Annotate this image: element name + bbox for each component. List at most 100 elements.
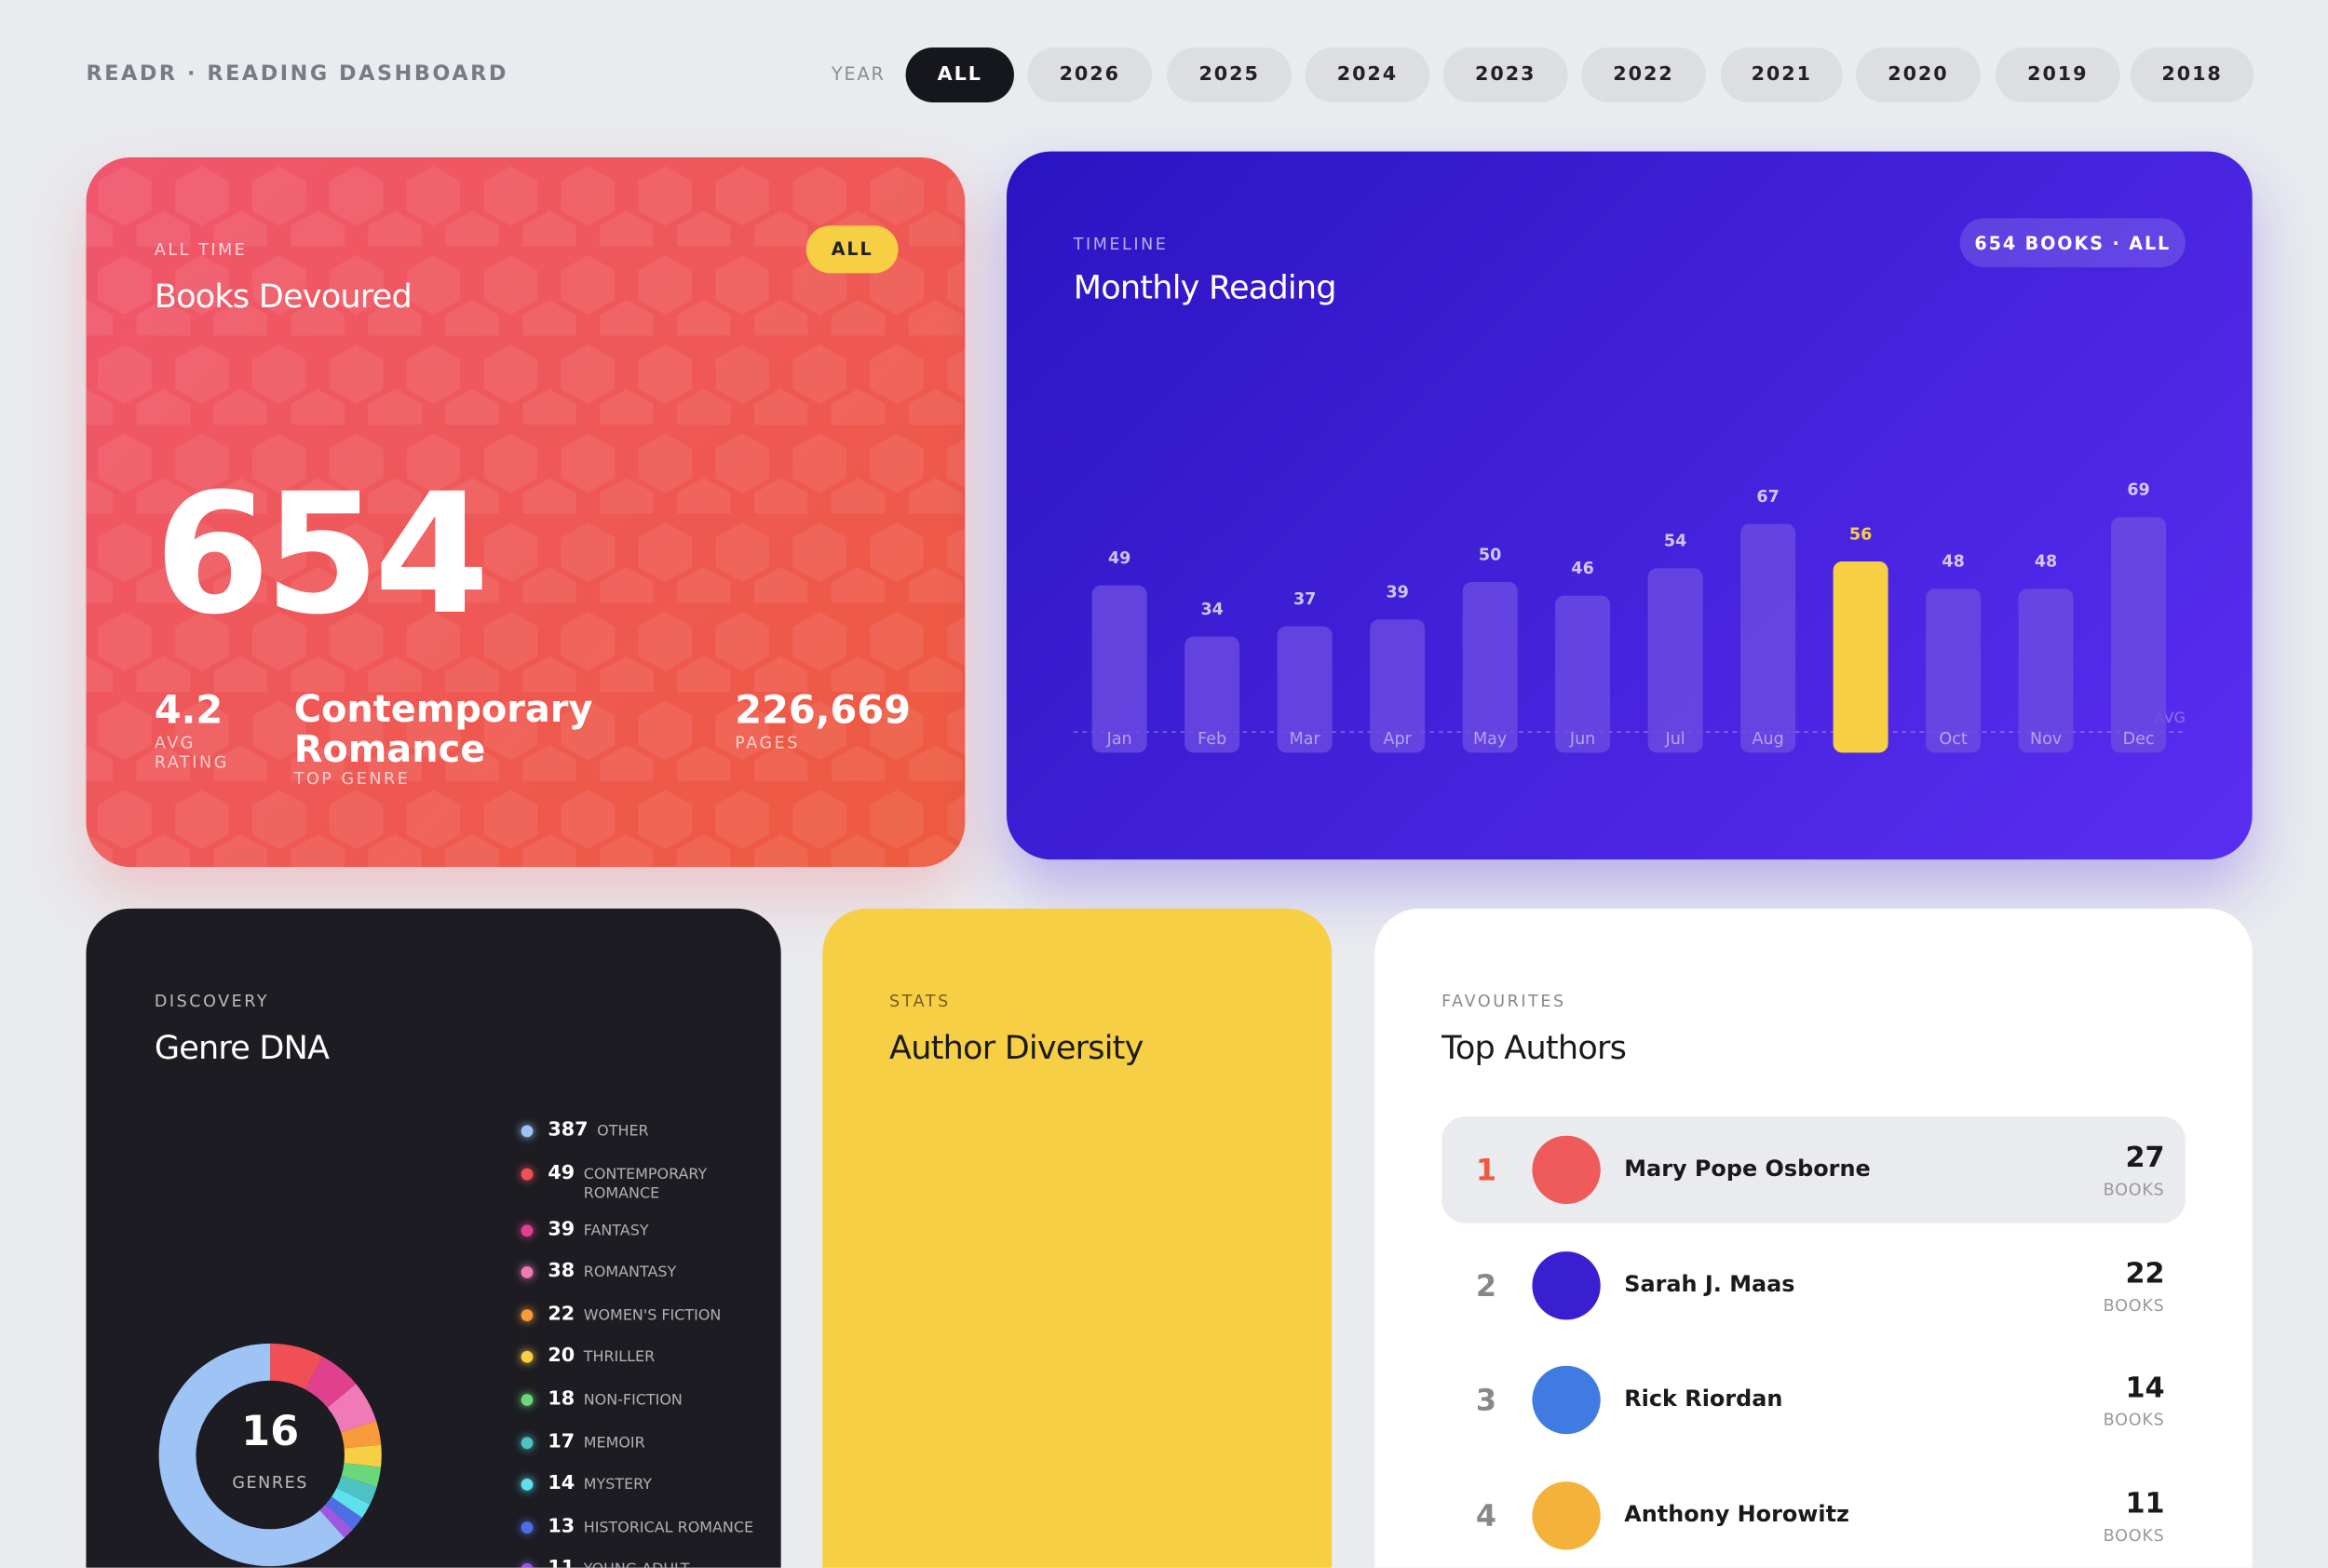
x-tick-label: May bbox=[1473, 730, 1507, 749]
card-title: Genre DNA bbox=[154, 1030, 330, 1068]
bar bbox=[1926, 588, 1982, 753]
value-label: 56 bbox=[1849, 525, 1872, 544]
legend-value: 11 bbox=[548, 1558, 575, 1568]
stat-value: Contemporary Romance bbox=[293, 687, 593, 771]
legend-label: NON-FICTION bbox=[583, 1392, 683, 1410]
year-pill[interactable]: 2025 bbox=[1167, 47, 1293, 103]
rank: 3 bbox=[1475, 1382, 1497, 1418]
legend-item: 14 MYSTERY bbox=[521, 1473, 781, 1495]
stat: Contemporary Romance TOP GENRE bbox=[294, 689, 636, 789]
author-name: Sarah J. Maas bbox=[1624, 1269, 1795, 1297]
legend-dot bbox=[521, 1266, 534, 1279]
avatar bbox=[1532, 1250, 1601, 1319]
stat: 226,669 PAGES bbox=[735, 689, 911, 753]
badge: ALL bbox=[805, 225, 899, 274]
count-unit: BOOKS bbox=[2103, 1180, 2165, 1200]
legend-label: YOUNG ADULT bbox=[584, 1561, 781, 1568]
legend-dot bbox=[521, 1436, 534, 1449]
value-label: 46 bbox=[1571, 560, 1593, 578]
bar-chart: AVG 49Jan34Feb37Mar39Apr50May46Jun54Jul6… bbox=[1073, 481, 2186, 753]
year-label: YEAR bbox=[831, 63, 886, 85]
year-pill[interactable]: 2018 bbox=[2130, 47, 2254, 103]
legend-dot bbox=[521, 1521, 534, 1534]
year-pill[interactable]: 2020 bbox=[1855, 47, 1981, 103]
value-label: 54 bbox=[1664, 533, 1686, 551]
legend-value: 18 bbox=[548, 1387, 575, 1411]
x-tick-label: Jun bbox=[1569, 730, 1595, 749]
bar bbox=[1091, 585, 1147, 753]
donut-segment bbox=[269, 1343, 323, 1390]
year-pill[interactable]: 2024 bbox=[1305, 47, 1430, 103]
stat-label: AVG RATING bbox=[154, 733, 229, 773]
legend-value: 22 bbox=[548, 1303, 575, 1326]
legend-dot bbox=[521, 1351, 534, 1364]
value-label: 69 bbox=[2127, 481, 2149, 500]
legend-dot bbox=[521, 1168, 534, 1180]
book-count: 11 bbox=[2125, 1486, 2165, 1520]
eyebrow: TIMELINE bbox=[1073, 234, 1169, 254]
avatar bbox=[1532, 1480, 1601, 1549]
stat-label: TOP GENRE bbox=[293, 768, 411, 789]
legend-value: 14 bbox=[548, 1472, 575, 1495]
eyebrow: FAVOURITES bbox=[1441, 992, 1566, 1011]
legend-item: 17 MEMOIR bbox=[521, 1430, 781, 1453]
stat-label: PAGES bbox=[735, 733, 800, 753]
x-tick-label: Dec bbox=[2123, 730, 2155, 749]
legend-item: 38 ROMANTASY bbox=[521, 1261, 781, 1283]
legend-label: HISTORICAL ROMANCE bbox=[583, 1520, 754, 1536]
legend-item: 18 NON-FICTION bbox=[521, 1388, 781, 1411]
eyebrow: DISCOVERY bbox=[154, 992, 270, 1011]
avatar bbox=[1532, 1365, 1601, 1435]
legend-label: OTHER bbox=[597, 1123, 649, 1141]
year-pill[interactable]: 2022 bbox=[1581, 47, 1706, 103]
rank: 1 bbox=[1475, 1152, 1497, 1188]
legend-dot bbox=[521, 1563, 534, 1568]
center-value: 16 bbox=[241, 1407, 299, 1455]
legend-item: 20 THRILLER bbox=[521, 1345, 781, 1368]
year-pill[interactable]: 2026 bbox=[1027, 47, 1153, 103]
legend-item: 22 WOMEN'S FICTION bbox=[521, 1303, 781, 1326]
donut-segment bbox=[331, 1487, 371, 1519]
hex-pattern bbox=[86, 157, 966, 868]
year-pill[interactable]: 2019 bbox=[1995, 47, 2120, 103]
bar bbox=[1462, 582, 1518, 753]
legend-item: 49 CONTEMPORARY ROMANCE bbox=[521, 1162, 733, 1204]
value-label: 34 bbox=[1200, 601, 1223, 619]
legend-label: ROMANTASY bbox=[583, 1264, 677, 1282]
x-tick-label: Feb bbox=[1198, 730, 1226, 749]
legend-dot bbox=[521, 1479, 534, 1492]
x-tick-label: Apr bbox=[1383, 730, 1412, 749]
legend-label: WOMEN'S FICTION bbox=[583, 1307, 722, 1324]
value-label: 67 bbox=[1756, 488, 1779, 507]
bar bbox=[1647, 568, 1703, 753]
legend-item: 11 YOUNG ADULT bbox=[521, 1558, 781, 1568]
card-title: Top Authors bbox=[1441, 1030, 1627, 1068]
stats-card: STATS Author Diversity bbox=[822, 908, 1333, 1568]
year-pill[interactable]: ALL bbox=[905, 47, 1014, 103]
donut-segment bbox=[341, 1462, 382, 1487]
value-label: 50 bbox=[1479, 546, 1501, 564]
legend-dot bbox=[521, 1223, 534, 1237]
bar bbox=[1833, 561, 1888, 753]
x-tick-label: Jul bbox=[1665, 730, 1685, 749]
donut-segment bbox=[158, 1343, 345, 1567]
book-count: 22 bbox=[2125, 1256, 2165, 1290]
total: 654 bbox=[154, 458, 490, 652]
author-name: Mary Pope Osborne bbox=[1624, 1155, 1871, 1183]
legend-label: FANTASY bbox=[583, 1223, 649, 1239]
card-title: Monthly Reading bbox=[1073, 270, 1337, 308]
card-title: Author Diversity bbox=[889, 1030, 1144, 1068]
donut-segment bbox=[344, 1444, 382, 1467]
count-unit: BOOKS bbox=[2103, 1525, 2165, 1545]
year-pill[interactable]: 2023 bbox=[1442, 47, 1568, 103]
book-count: 27 bbox=[2125, 1142, 2165, 1175]
donut-chart: 16 GENRES bbox=[158, 1343, 382, 1567]
x-tick-label: Mar bbox=[1290, 730, 1321, 749]
year-pill[interactable]: 2021 bbox=[1720, 47, 1843, 103]
bar bbox=[1370, 619, 1426, 753]
x-tick-label: Nov bbox=[2030, 730, 2062, 749]
badge: 654 BOOKS · ALL bbox=[1959, 218, 2186, 267]
avatar bbox=[1532, 1135, 1601, 1205]
stat: 4.2 AVG RATING bbox=[155, 689, 244, 772]
